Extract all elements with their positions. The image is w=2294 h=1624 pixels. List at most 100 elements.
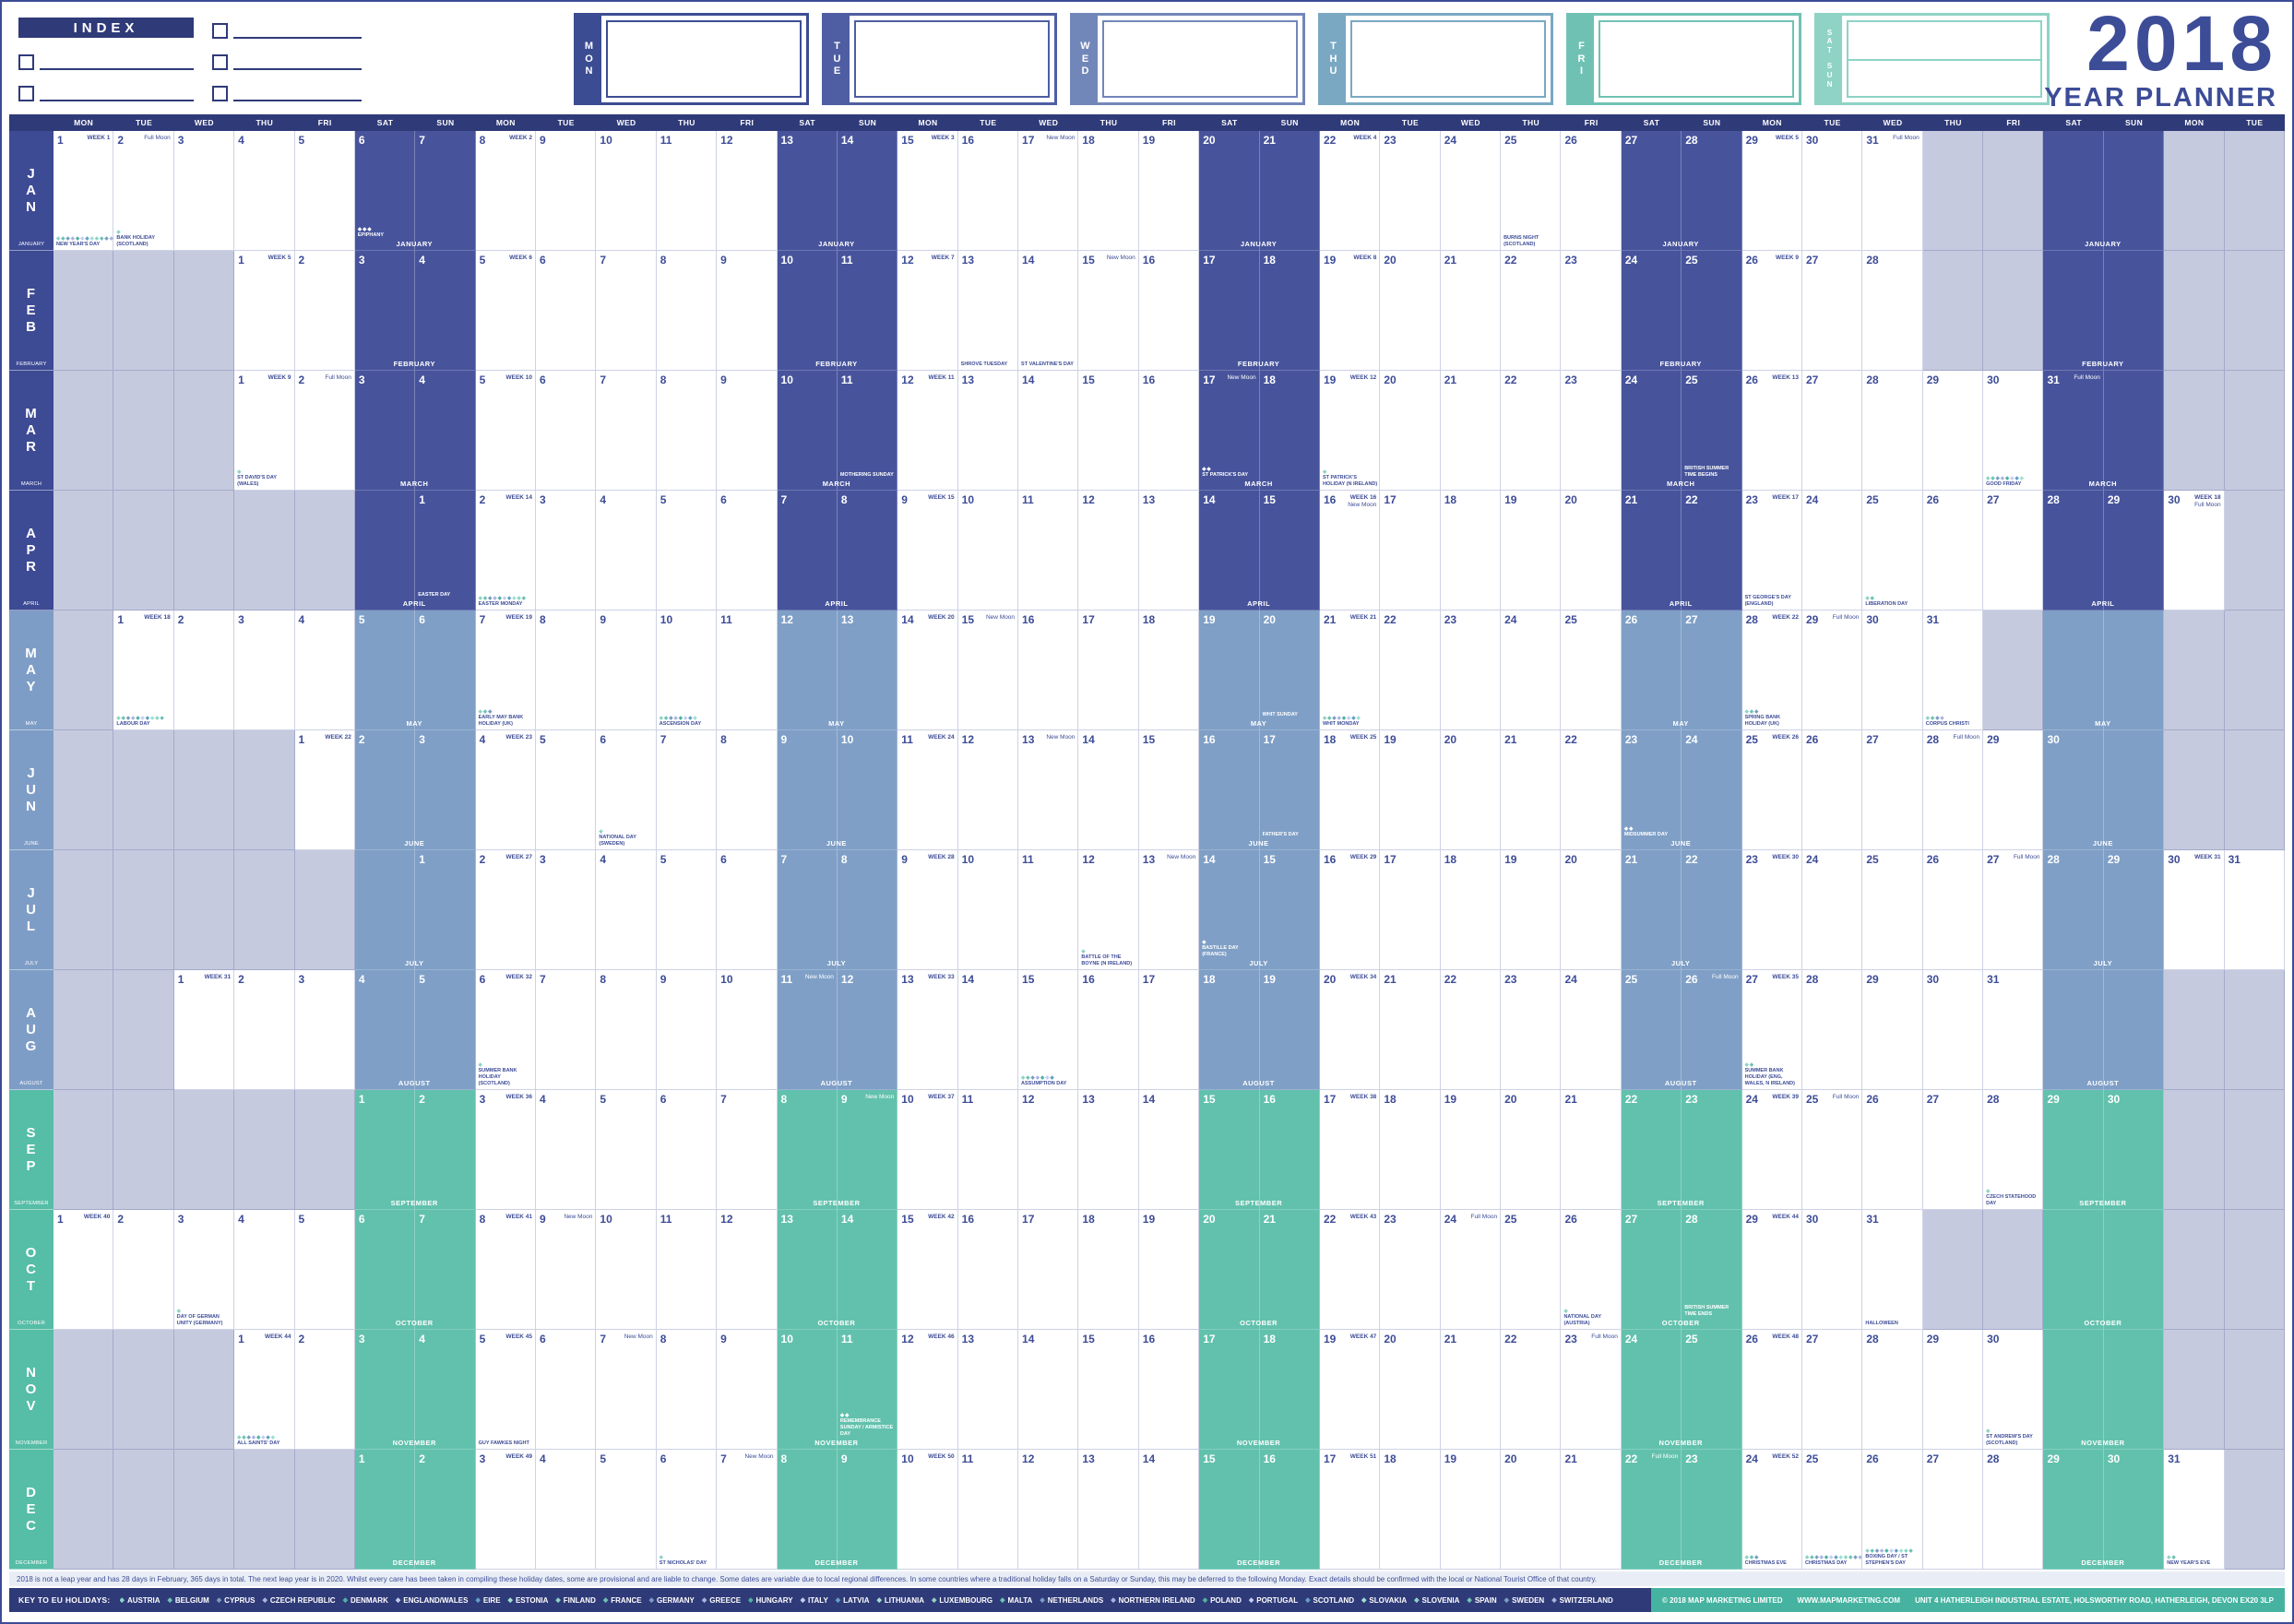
cell-corner-labels: WEEK 30 — [1772, 854, 1799, 860]
country-diamond-icon: ◆ — [119, 1597, 125, 1604]
holiday-name: SUMMER BANK HOLIDAY (SCOTLAND) — [478, 1068, 517, 1087]
week-number: WEEK 44 — [1772, 1214, 1799, 1220]
day-cell: 29 SEPTEMBER — [2043, 1090, 2126, 1210]
day-cell: 24 — [1440, 131, 1502, 251]
country-key-list: ◆ AUSTRIA ◆ BELGIUM ◆ CYPRUS ◆ CZECH REPUBLIC ◆ D… — [120, 1588, 1651, 1612]
day-number: 29 — [1926, 373, 1940, 386]
day-letter: T — [1330, 41, 1337, 53]
day-number: 21 — [1624, 493, 1638, 506]
country-diamond-icon: ◆ — [1322, 468, 1328, 475]
weekend-month-label: JUNE — [1670, 839, 1692, 848]
week-number: WEEK 11 — [928, 374, 955, 381]
weekend-month-label: MAY — [2095, 719, 2111, 728]
weekend-month-label: MAY — [1672, 719, 1689, 728]
country-key-item: ◆ EIRE — [475, 1596, 500, 1605]
month-letter: U — [26, 1021, 37, 1037]
day-number: 15 — [961, 613, 975, 626]
day-cell: 2 — [173, 610, 235, 730]
cell-corner-labels: WEEK 28 — [928, 854, 955, 860]
day-cell — [173, 371, 235, 491]
day-number: 11 — [660, 1213, 672, 1226]
day-number: 24 — [1624, 254, 1638, 267]
day-number: 28 — [1866, 373, 1879, 386]
day-cell: 11 ◆◆ REMEMBRANCE SUNDAY / ARMISTICE DAY — [837, 1330, 898, 1450]
day-cell: 11 MOTHERING SUNDAY — [837, 371, 898, 491]
day-cell: 6 — [536, 1330, 597, 1450]
day-cell — [2224, 1210, 2285, 1330]
day-number: 29 — [1745, 134, 1758, 147]
country-diamond-icon: ◆ — [85, 235, 90, 242]
day-number: 26 — [1685, 973, 1698, 986]
week-number: WEEK 40 — [83, 1214, 111, 1220]
day-cell: 5 — [596, 1090, 657, 1210]
day-cell: 4 — [294, 610, 355, 730]
day-number: 9 — [720, 254, 727, 267]
day-number: 20 — [1384, 254, 1397, 267]
day-number: 29 — [2047, 1093, 2060, 1106]
day-cell: 29 DECEMBER — [2043, 1450, 2124, 1570]
holiday-name: NATIONAL DAY (AUSTRIA) — [1563, 1314, 1601, 1327]
country-diamond-icon: ◆ — [931, 1597, 937, 1604]
country-diamond-icon: ◆ — [1045, 1074, 1051, 1081]
day-cell: 10 — [717, 970, 778, 1090]
day-number: 8 — [720, 733, 727, 746]
week-number: WEEK 19 — [505, 614, 533, 621]
country-diamond-icon: ◆ — [475, 1597, 481, 1604]
day-cell: 17 NOVEMBER — [1199, 1330, 1280, 1450]
index-write-line — [40, 87, 194, 101]
country-diamond-icon: ◆ — [246, 1434, 252, 1440]
holiday-name: ASSUMPTION DAY — [1021, 1081, 1067, 1087]
country-diamond-icon: ◆ — [482, 595, 489, 601]
day-cell: 4 — [415, 371, 476, 491]
day-number: 23 — [1384, 1213, 1397, 1226]
day-number: 24 — [1805, 853, 1819, 866]
country-diamond-icon: ◆ — [648, 1597, 654, 1604]
day-number: 4 — [419, 1333, 425, 1345]
day-cell — [2224, 251, 2285, 371]
day-cell — [234, 491, 295, 610]
day-cell: 8 — [656, 371, 718, 491]
day-number: 15 — [1022, 973, 1035, 986]
holiday-label: ◆◆ SUMMER BANK HOLIDAY (ENG, WALES, N IRE… — [1745, 1062, 1800, 1087]
day-column-header: SUN — [1682, 114, 1742, 131]
day-cell: 5 — [656, 850, 718, 970]
country-diamond-icon: ◆ — [1202, 1597, 1208, 1604]
day-number: 21 — [1263, 134, 1276, 147]
holiday-label: ◆◆ REMEMBRANCE SUNDAY / ARMISTICE DAY — [840, 1413, 895, 1438]
day-number: 14 — [1022, 1333, 1035, 1345]
holiday-country-dots: ◆◆◆ — [1745, 709, 1800, 716]
day-cell — [2164, 1330, 2225, 1450]
month-letter: P — [26, 1157, 37, 1174]
country-diamond-icon: ◆ — [497, 595, 503, 601]
day-number: 11 — [901, 733, 913, 746]
day-cell — [53, 251, 114, 371]
day-cell — [294, 850, 355, 970]
day-cell: 15 DECEMBER — [1199, 1450, 1280, 1570]
holiday-name: MOTHERING SUNDAY — [839, 472, 894, 479]
day-number: 1 — [298, 733, 305, 746]
day-cell — [294, 491, 355, 610]
day-number: 18 — [1384, 1093, 1397, 1106]
day-cell: 2 — [415, 1090, 476, 1210]
day-cell: 11 — [1018, 491, 1079, 610]
day-number: 23 — [1685, 1452, 1698, 1465]
country-diamond-icon: ◆ — [673, 715, 679, 721]
day-cell: 11 — [837, 251, 898, 371]
day-number: 9 — [600, 613, 607, 626]
day-number: 15 — [1082, 373, 1095, 386]
country-diamond-icon: ◆ — [2167, 1554, 2172, 1560]
country-diamond-icon: ◆ — [488, 595, 493, 601]
day-cell: 2 WEEK 14 ◆◆◆◆◆◆◆◆◆◆ EASTER MONDAY — [475, 491, 537, 610]
day-number: 15 — [1082, 254, 1095, 267]
day-cell: 22 — [1501, 371, 1562, 491]
day-cell: 5 WEEK 10 — [475, 371, 537, 491]
cell-corner-labels: Full Moon — [1591, 1334, 1618, 1340]
country-diamond-icon: ◆ — [1986, 1428, 1991, 1434]
cell-corner-labels: WEEK 35 — [1772, 974, 1799, 980]
month-letter: O — [25, 1244, 38, 1261]
day-cell: 4 AUGUST — [354, 970, 430, 1090]
day-cell: 15 ◆◆◆◆◆◆◆ ASSUMPTION DAY — [1018, 970, 1079, 1090]
week-number: WEEK 29 — [1349, 854, 1377, 860]
month-name: JULY — [24, 961, 39, 966]
month-letter: M — [25, 405, 38, 421]
